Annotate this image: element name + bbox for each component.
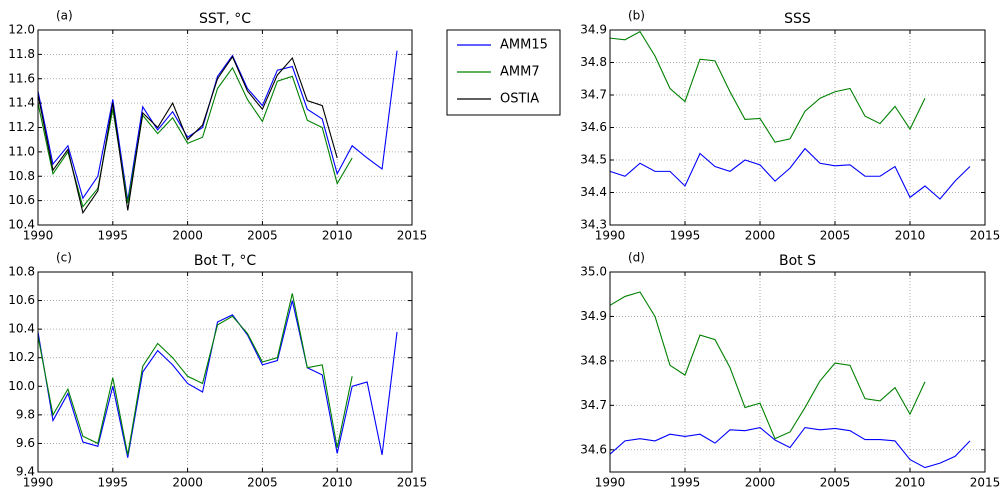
y-tick-label: 10.2: [8, 350, 35, 364]
y-tick-label: 34.6: [580, 442, 607, 456]
legend-label: AMM15: [500, 38, 548, 53]
series-line: [37, 300, 398, 458]
y-tick-label: 10.6: [8, 193, 35, 207]
plot-frame: [609, 29, 986, 226]
x-tick-label: 2000: [172, 229, 203, 243]
plot-frame: [37, 29, 413, 226]
x-tick-label: 2010: [895, 229, 926, 243]
x-tick-label: 2015: [397, 229, 428, 243]
series-line: [37, 66, 353, 208]
y-tick-label: 10.8: [8, 169, 35, 183]
x-tick-label: 2005: [247, 229, 278, 243]
y-tick-label: 11.2: [8, 120, 35, 134]
y-tick-label: 11.0: [8, 144, 35, 158]
x-tick-label: 1995: [98, 229, 129, 243]
series-line: [609, 30, 926, 143]
y-tick-label: 10.6: [8, 293, 35, 307]
panel: 1990 1995 2000 2005 2010 2015 34.3 34.4 34.5 34.6…: [580, 9, 1000, 243]
panel-title: Bot S: [779, 253, 816, 269]
y-tick-label: 34.5: [580, 153, 607, 167]
series-line: [37, 293, 353, 455]
x-tick-label: 2010: [895, 476, 926, 490]
panel-title: SST, °C: [199, 11, 251, 27]
x-tick-label: 2000: [745, 476, 776, 490]
series-line: [609, 147, 971, 200]
y-tick-label: 9.4: [16, 465, 35, 479]
plot-frame: [609, 271, 986, 473]
panel-label: (d): [628, 251, 645, 265]
y-tick-label: 11.8: [8, 47, 35, 61]
x-tick-label: 2010: [322, 229, 353, 243]
x-tick-label: 2005: [820, 476, 851, 490]
x-tick-label: 2005: [247, 476, 278, 490]
legend-label: AMM7: [500, 65, 540, 80]
panel: 1990 1995 2000 2005 2010 2015 9.4 9.6 9.8 10.0 10.…: [8, 251, 427, 490]
panel: 1990 1995 2000 2005 2010 2015 34.6 34.7 34.8 34.9…: [580, 251, 1000, 490]
x-tick-label: 1990: [595, 476, 626, 490]
x-tick-label: 2015: [970, 229, 1001, 243]
y-tick-label: 9.8: [16, 407, 35, 421]
y-tick-label: 34.9: [580, 309, 607, 323]
x-tick-label: 1995: [670, 476, 701, 490]
y-tick-label: 34.7: [580, 398, 607, 412]
x-tick-label: 1990: [595, 229, 626, 243]
y-tick-label: 10.4: [8, 322, 35, 336]
y-tick-label: 12.0: [8, 23, 35, 37]
plot-frame: [37, 271, 413, 473]
series-line: [609, 291, 926, 440]
y-tick-label: 10.0: [8, 379, 35, 393]
y-tick-label: 10.8: [8, 265, 35, 279]
x-tick-label: 2000: [172, 476, 203, 490]
y-tick-label: 10.4: [8, 218, 35, 232]
panel: 1990 1995 2000 2005 2010 2015 10.4 10.6 10.8 11.0…: [8, 9, 561, 243]
x-tick-label: 2015: [397, 476, 428, 490]
y-tick-label: 34.6: [580, 120, 607, 134]
x-tick-label: 2005: [820, 229, 851, 243]
x-tick-label: 1990: [23, 476, 54, 490]
panel-label: (b): [628, 9, 645, 23]
panel-title: SSS: [784, 11, 811, 27]
y-tick-label: 34.9: [580, 23, 607, 37]
x-tick-label: 2015: [970, 476, 1001, 490]
y-tick-label: 9.6: [16, 436, 35, 450]
series-line: [37, 55, 338, 215]
legend: AMM15 AMM7 OSTIA: [446, 29, 561, 116]
y-tick-label: 34.8: [580, 55, 607, 69]
x-tick-label: 2010: [322, 476, 353, 490]
x-tick-label: 1990: [23, 229, 54, 243]
y-tick-label: 34.4: [580, 185, 607, 199]
x-tick-label: 1995: [670, 229, 701, 243]
panel-label: (a): [56, 9, 73, 23]
legend-label: OSTIA: [500, 92, 539, 107]
x-tick-label: 1995: [98, 476, 129, 490]
y-tick-label: 11.6: [8, 71, 35, 85]
y-tick-label: 34.3: [580, 218, 607, 232]
x-tick-label: 2000: [745, 229, 776, 243]
panel-title: Bot T, °C: [194, 253, 257, 269]
series-line: [37, 50, 398, 201]
panel-label: (c): [56, 251, 72, 265]
series-line: [609, 426, 971, 469]
y-tick-label: 34.7: [580, 88, 607, 102]
y-tick-label: 34.8: [580, 353, 607, 367]
y-tick-label: 35.0: [580, 265, 607, 279]
y-tick-label: 11.4: [8, 96, 35, 110]
